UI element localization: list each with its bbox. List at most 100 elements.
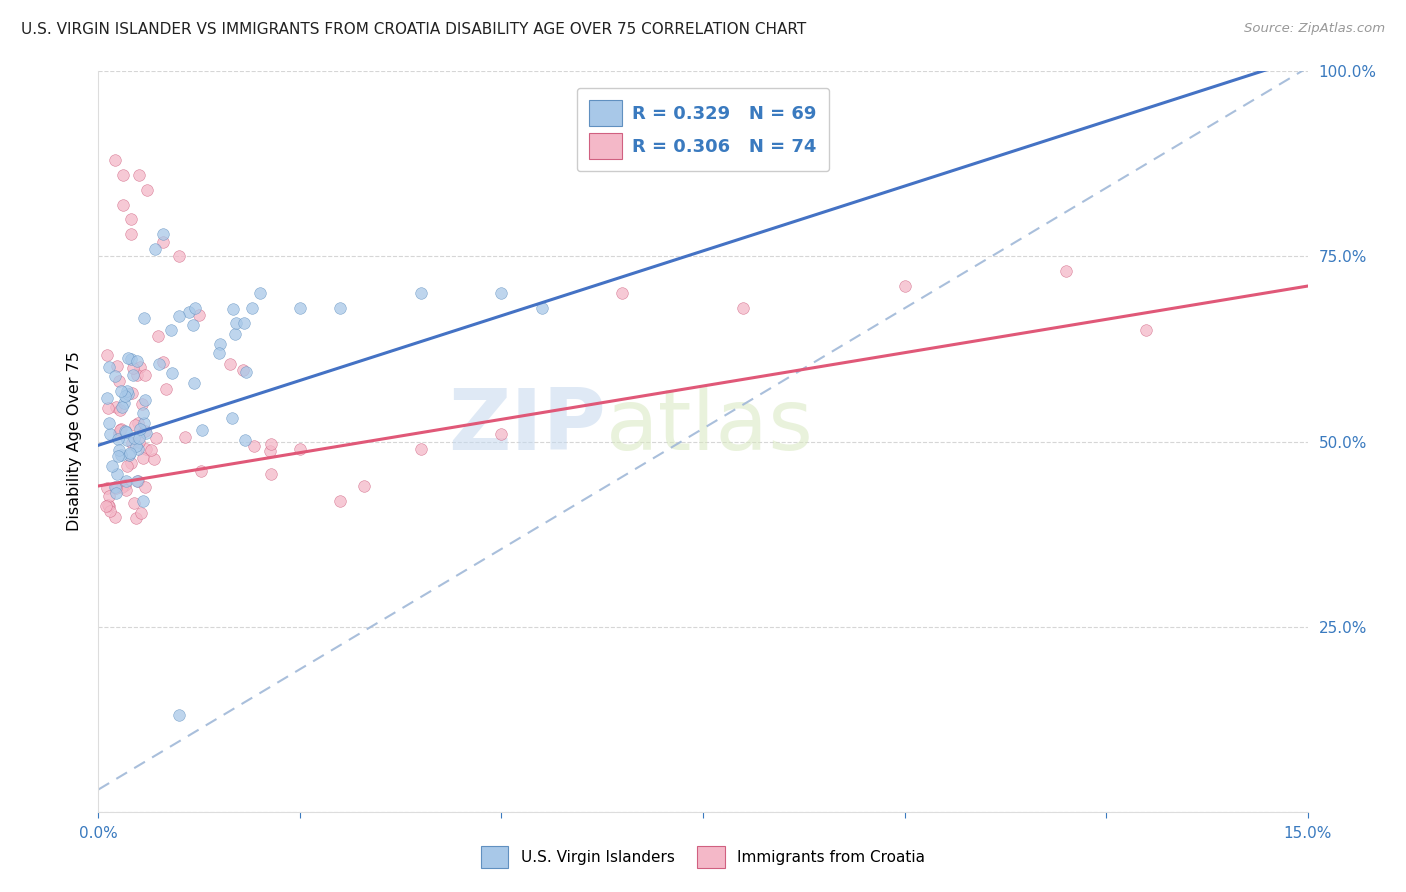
Point: [167, 309, 190, 323]
Point: [155, 382, 177, 396]
Point: [98, 504, 121, 518]
Point: [127, 416, 149, 430]
Point: [1054, 264, 1077, 278]
Point: [115, 458, 138, 473]
Point: [491, 427, 513, 442]
Point: [219, 357, 242, 371]
Point: [104, 480, 127, 494]
Point: [122, 361, 145, 376]
Point: [240, 301, 263, 315]
Point: [225, 316, 247, 330]
Point: [187, 308, 209, 322]
Point: [152, 235, 174, 249]
Point: [1135, 324, 1157, 338]
Point: [222, 302, 245, 317]
Point: [128, 434, 150, 449]
Point: [409, 442, 432, 456]
Point: [117, 448, 139, 462]
Point: [111, 400, 134, 414]
Point: [128, 431, 150, 445]
Point: [132, 451, 155, 466]
Point: [491, 286, 513, 301]
Point: [110, 480, 132, 494]
Point: [135, 183, 157, 197]
Point: [249, 286, 271, 301]
Point: [209, 336, 232, 351]
Point: [98, 359, 121, 374]
Point: [120, 352, 142, 367]
Point: [115, 475, 138, 489]
Point: [259, 444, 281, 458]
Point: [135, 442, 157, 456]
Point: [174, 429, 197, 443]
Point: [97, 498, 120, 512]
Point: [117, 387, 139, 401]
Point: [121, 386, 143, 401]
Text: ZIP: ZIP: [449, 385, 606, 468]
Point: [134, 425, 156, 439]
Legend: R = 0.329   N = 69, R = 0.306   N = 74: R = 0.329 N = 69, R = 0.306 N = 74: [576, 87, 830, 171]
Point: [96, 499, 118, 513]
Point: [134, 480, 156, 494]
Point: [132, 416, 155, 430]
Point: [132, 310, 155, 325]
Point: [124, 511, 146, 525]
Point: [97, 499, 120, 513]
Point: [110, 402, 132, 417]
Point: [98, 490, 121, 504]
Point: [104, 510, 127, 524]
Point: [132, 493, 155, 508]
Point: [98, 417, 121, 431]
Point: [104, 369, 127, 384]
Text: atlas: atlas: [606, 385, 814, 468]
Point: [105, 482, 128, 496]
Point: [108, 374, 131, 388]
Point: [160, 366, 183, 380]
Point: [124, 417, 146, 432]
Point: [183, 376, 205, 391]
Point: [893, 279, 915, 293]
Point: [160, 324, 183, 338]
Point: [409, 286, 432, 301]
Point: [208, 345, 231, 359]
Point: [148, 328, 170, 343]
Point: [107, 450, 129, 464]
Point: [96, 391, 118, 405]
Point: [260, 467, 283, 481]
Point: [110, 384, 132, 398]
Legend: U.S. Virgin Islanders, Immigrants from Croatia: U.S. Virgin Islanders, Immigrants from C…: [474, 838, 932, 875]
Point: [114, 478, 136, 492]
Point: [112, 396, 135, 410]
Point: [353, 479, 375, 493]
Point: [135, 425, 157, 440]
Point: [260, 437, 283, 451]
Point: [329, 493, 352, 508]
Point: [104, 486, 127, 500]
Point: [232, 316, 254, 330]
Point: [108, 423, 131, 437]
Point: [107, 425, 129, 440]
Point: [128, 168, 150, 182]
Point: [121, 436, 143, 450]
Point: [101, 458, 124, 473]
Point: [120, 456, 142, 470]
Point: [125, 368, 148, 382]
Point: [152, 227, 174, 242]
Point: [122, 496, 145, 510]
Text: Source: ZipAtlas.com: Source: ZipAtlas.com: [1244, 22, 1385, 36]
Point: [235, 365, 257, 379]
Point: [111, 168, 134, 182]
Point: [105, 400, 128, 414]
Point: [190, 464, 212, 478]
Point: [184, 301, 207, 316]
Point: [152, 355, 174, 369]
Point: [122, 368, 145, 383]
Point: [107, 433, 129, 447]
Point: [96, 481, 118, 495]
Point: [148, 357, 170, 371]
Point: [232, 363, 254, 377]
Point: [124, 439, 146, 453]
Point: [114, 424, 136, 438]
Point: [128, 360, 150, 375]
Point: [110, 422, 132, 436]
